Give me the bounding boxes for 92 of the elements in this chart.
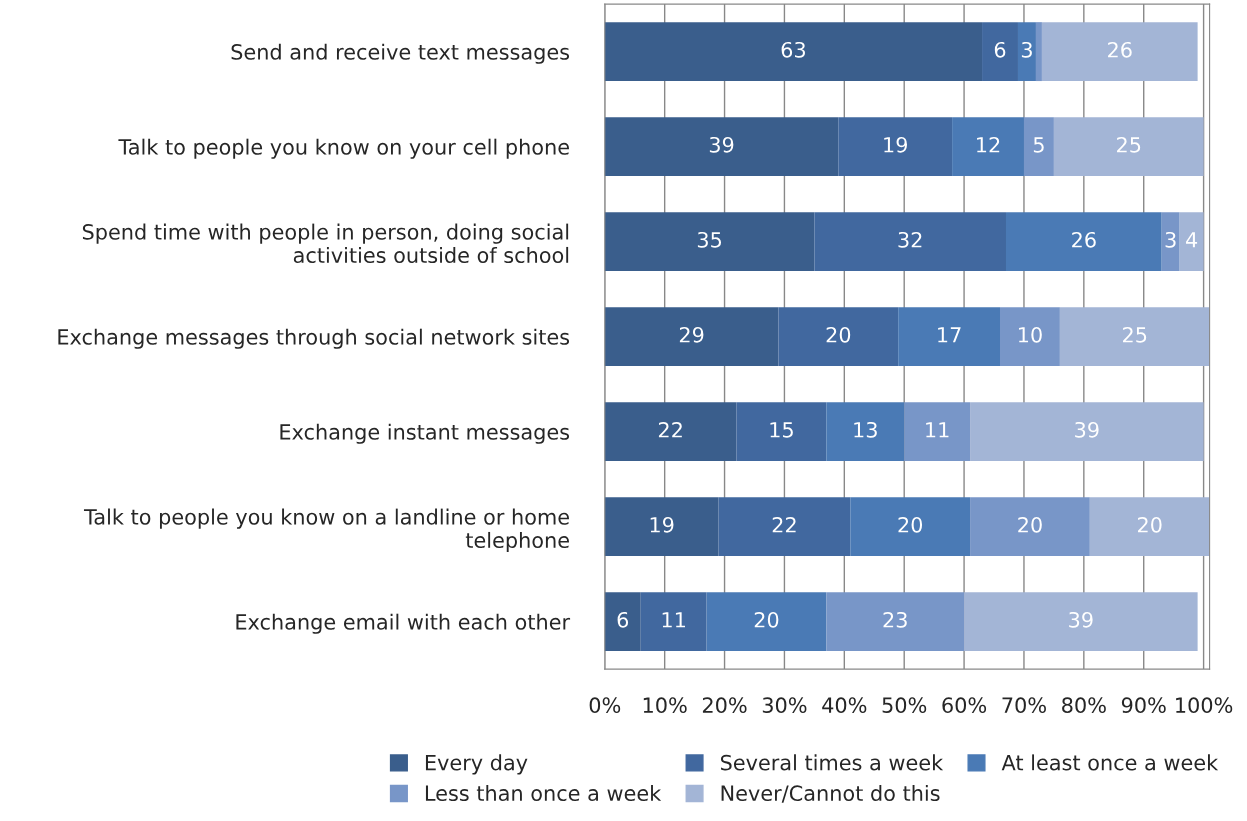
data-label: 10 [1018,326,1042,343]
x-tick-label: 10% [643,697,687,714]
y-tick-label: Talk to people you know on your cell phone [118,138,569,159]
bar [604,212,815,272]
x-tick-label: 20% [702,697,747,714]
data-label: 23 [883,611,907,628]
bar [640,592,707,652]
data-label: 15 [770,422,793,438]
data-label: 35 [697,231,722,248]
x-tick-label: 80% [1062,697,1106,714]
data-label: 3 [1165,231,1176,248]
bar [970,402,1204,462]
y-tick-label: Talk to people you know on a landline or home telephone [83,508,569,553]
bar [850,497,971,557]
bar [604,307,779,367]
data-label: 29 [679,326,704,343]
bar [970,497,1090,557]
bar [604,592,641,652]
bar [604,402,737,462]
x-tick-label: 60% [942,697,987,714]
bar [1041,22,1198,82]
legend-label: Less than once a week [425,784,662,802]
data-label: 11 [662,612,685,628]
data-label: 6 [617,611,629,628]
data-label: 20 [826,326,851,343]
data-label: 17 [938,327,961,343]
data-label: 22 [772,516,796,533]
bar [778,307,899,367]
data-label: 22 [658,421,682,438]
bar [604,497,719,557]
legend-label: At least once a week [1001,754,1219,771]
bar [736,402,827,462]
bar [964,592,1198,652]
bar [706,592,827,652]
y-tick-label: Exchange instant messages [280,423,570,444]
bar [1017,22,1036,82]
bar [904,402,971,462]
data-label: 5 [1033,137,1044,153]
data-label: 19 [884,136,908,153]
bar [604,117,839,177]
bar [952,117,1024,177]
x-tick-label: 50% [882,697,927,714]
data-label: 39 [1069,611,1093,628]
bar [1035,22,1042,82]
data-label: 39 [1075,421,1099,438]
data-label: 32 [898,231,922,248]
data-label: 25 [1123,326,1147,343]
x-tick-label: 30% [762,697,807,714]
bar [1161,212,1180,272]
data-label: 26 [1072,231,1096,248]
data-label: 20 [898,516,923,533]
bar [814,212,1006,272]
y-tick-label: Spend time with people in person, doing social activities outside of school [82,223,569,264]
bar [1006,212,1162,272]
data-label: 20 [1018,516,1042,533]
data-label: 39 [709,136,734,153]
bar [898,307,1001,367]
data-label: 4 [1186,232,1198,248]
data-label: 13 [854,421,877,438]
bar [826,402,905,462]
y-tick-label: Exchange email with each other [236,613,571,634]
data-label: 11 [926,422,949,438]
data-label: 20 [1137,516,1162,533]
bar [826,592,965,652]
y-tick-label: Send and receive text messages [231,43,570,64]
bar [1023,117,1054,177]
data-label: 19 [650,516,674,533]
bar [1000,307,1060,367]
bar [1089,497,1210,557]
bar [1179,212,1204,272]
legend-label: Several times a week [720,754,944,771]
y-tick-label: Exchange messages through social network sites [58,328,570,349]
x-tick-label: 90% [1121,697,1166,714]
bar [1059,307,1210,367]
bar [982,22,1018,82]
data-label: 63 [781,41,805,58]
legend-label: Every day [425,754,528,775]
bar [718,497,851,557]
x-tick-label: 0% [589,697,621,714]
data-label: 3 [1021,41,1032,58]
data-label: 25 [1117,136,1141,153]
bar [604,22,983,82]
bar [1053,117,1204,177]
data-label: 6 [994,41,1006,58]
x-tick-label: 70% [1002,697,1046,714]
x-tick-label: 100% [1176,697,1233,714]
bar [838,117,953,177]
data-label: 12 [977,136,1000,153]
data-label: 26 [1108,41,1132,58]
data-label: 20 [754,611,779,628]
legend-label: Never/Cannot do this [721,784,940,803]
x-tick-label: 40% [822,697,867,714]
